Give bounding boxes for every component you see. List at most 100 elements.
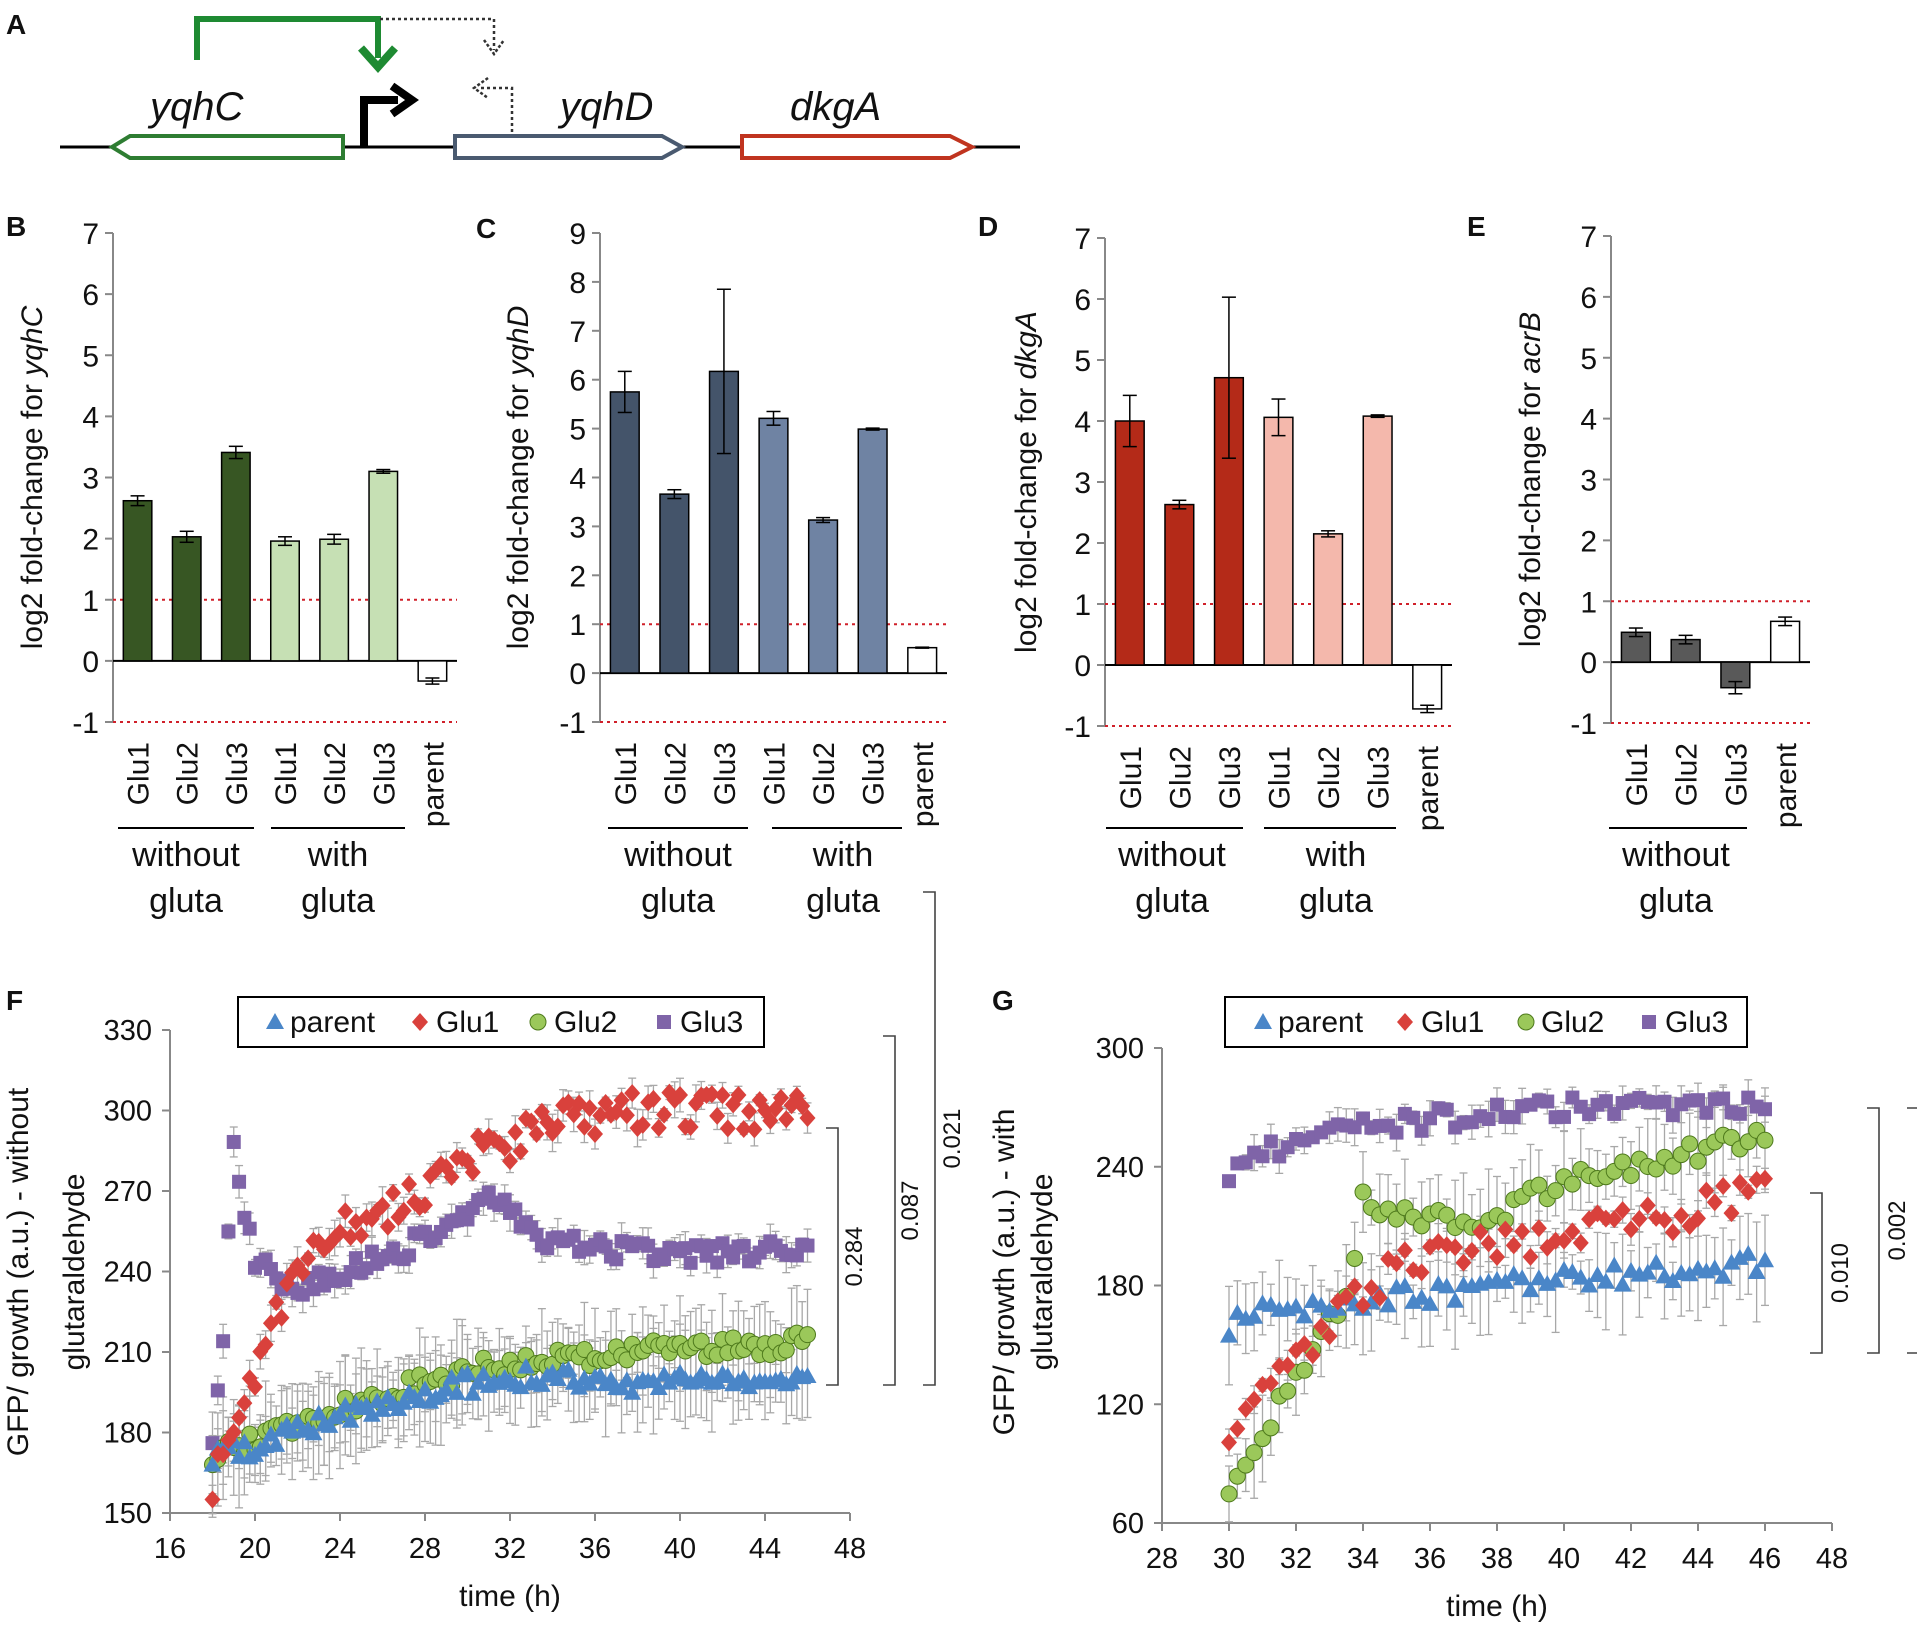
legend-label: Glu2: [1541, 1006, 1604, 1039]
point-glu1: [741, 1102, 758, 1121]
group-label: without: [1621, 836, 1730, 874]
point-glu1: [1413, 1263, 1430, 1282]
y-tick-label: 2: [1074, 528, 1091, 561]
y-tick-label: 0: [1074, 650, 1091, 683]
bar-glu2: [1164, 503, 1195, 666]
point-glu2: [1664, 1157, 1682, 1175]
panel-label-d: D: [978, 211, 998, 242]
point-parent: [1379, 1296, 1398, 1313]
point-glu1: [1572, 1233, 1589, 1252]
y-tick-label: 300: [104, 1096, 152, 1128]
point-glu1: [395, 1201, 412, 1220]
bracket-line: [923, 891, 936, 1386]
point-glu1: [587, 1125, 603, 1144]
point-glu1: [1497, 1220, 1514, 1239]
panel-label-a: A: [6, 9, 26, 40]
point-parent: [708, 1372, 727, 1389]
point-glu1: [1505, 1236, 1522, 1255]
point-glu1: [231, 1408, 248, 1427]
point-glu1: [1614, 1201, 1631, 1220]
point-parent: [235, 1433, 254, 1450]
point-parent: [1714, 1267, 1733, 1284]
category-label: Glu2: [172, 742, 205, 805]
point-glu2: [1756, 1131, 1774, 1149]
point-glu2: [1279, 1382, 1297, 1400]
point-parent: [1412, 1288, 1431, 1305]
y-tick-label: 2: [569, 560, 586, 593]
bar-chart-d: D -1 0 1 2 3 4 5 6 7 Glu1 Glu2 Glu3 Glu1 Glu2 Glu3 paren…: [978, 211, 1452, 920]
y-tick-label: 1: [82, 585, 99, 618]
category-label: Glu3: [1214, 746, 1247, 809]
point-parent: [649, 1378, 668, 1395]
point-glu1: [1690, 1209, 1706, 1228]
p-value-label: 0.021: [939, 1108, 966, 1168]
y-axis-label-gene: acrB: [1514, 312, 1547, 374]
x-axis-label: time (h): [1446, 1590, 1548, 1623]
point-glu1: [257, 1335, 274, 1354]
panel-label-c: C: [476, 213, 496, 244]
x-tick-label: 24: [324, 1533, 356, 1565]
category-label: Glu2: [1164, 746, 1197, 809]
point-parent: [474, 1365, 493, 1382]
group-label: without: [623, 836, 732, 874]
y-tick-label: 240: [104, 1257, 152, 1289]
point-parent: [469, 1373, 488, 1390]
point-parent: [1395, 1276, 1414, 1293]
point-glu3: [1665, 1108, 1680, 1123]
category-label: parent: [907, 741, 940, 827]
point-glu1: [1455, 1253, 1472, 1272]
group-label: without: [131, 836, 240, 874]
bar-glu1: [1114, 420, 1145, 666]
p-value-label: 0.010: [1827, 1243, 1854, 1303]
point-parent: [782, 1373, 801, 1390]
y-tick-label: 7: [82, 218, 99, 251]
point-glu1: [735, 1120, 752, 1139]
y-tick-label: 330: [104, 1015, 152, 1047]
point-glu3: [237, 1210, 252, 1225]
group-label: gluta: [1299, 882, 1373, 920]
p-value-label: 0.002: [1884, 1200, 1911, 1260]
point-parent: [1638, 1263, 1657, 1280]
bar-glu1: [1263, 416, 1294, 666]
point-glu1: [417, 1196, 433, 1215]
legend-marker-glu2: [1517, 1013, 1535, 1031]
point-glu1: [294, 1264, 311, 1283]
point-glu2: [1622, 1167, 1640, 1185]
y-axis-label: log2 fold-change for dkgA: [1010, 311, 1043, 653]
legend-marker-glu1: [412, 1013, 428, 1031]
bar-glu2: [1312, 533, 1344, 666]
point-glu2: [692, 1332, 710, 1350]
point-glu3: [1758, 1102, 1772, 1117]
y-tick-label: -1: [559, 707, 586, 740]
y-axis-label: glutaraldehyde: [58, 1174, 91, 1371]
y-tick-label: 6: [82, 279, 99, 312]
point-parent: [1571, 1268, 1590, 1285]
y-tick-label: 7: [569, 316, 586, 349]
point-glu1: [1698, 1181, 1715, 1200]
point-parent: [511, 1378, 530, 1395]
point-glu3: [317, 1278, 332, 1293]
dotted-yqhD-line: [478, 86, 514, 132]
x-tick-label: 32: [494, 1533, 526, 1565]
gene-arrow-dkgA: [740, 134, 977, 160]
group-label: without: [1117, 836, 1226, 874]
point-glu1: [1530, 1219, 1547, 1238]
point-glu1: [1489, 1247, 1505, 1266]
point-glu3: [242, 1221, 257, 1236]
point-parent: [304, 1424, 323, 1441]
point-glu1: [624, 1084, 641, 1103]
category-label: Glu2: [1313, 746, 1346, 809]
y-tick-label: 60: [1112, 1508, 1144, 1540]
point-glu1: [799, 1109, 816, 1128]
gene-arrow-yqhC: [108, 134, 345, 160]
activation-arrowhead-icon: [358, 45, 398, 73]
point-parent: [447, 1383, 466, 1400]
point-glu1: [645, 1089, 662, 1108]
point-glu1: [709, 1106, 726, 1125]
point-glu3: [789, 1248, 804, 1263]
bar-glu1: [1620, 631, 1652, 663]
bar-glu3: [368, 470, 399, 662]
point-glu1: [464, 1163, 481, 1182]
category-label: Glu3: [709, 742, 742, 805]
point-glu1: [772, 1088, 789, 1107]
